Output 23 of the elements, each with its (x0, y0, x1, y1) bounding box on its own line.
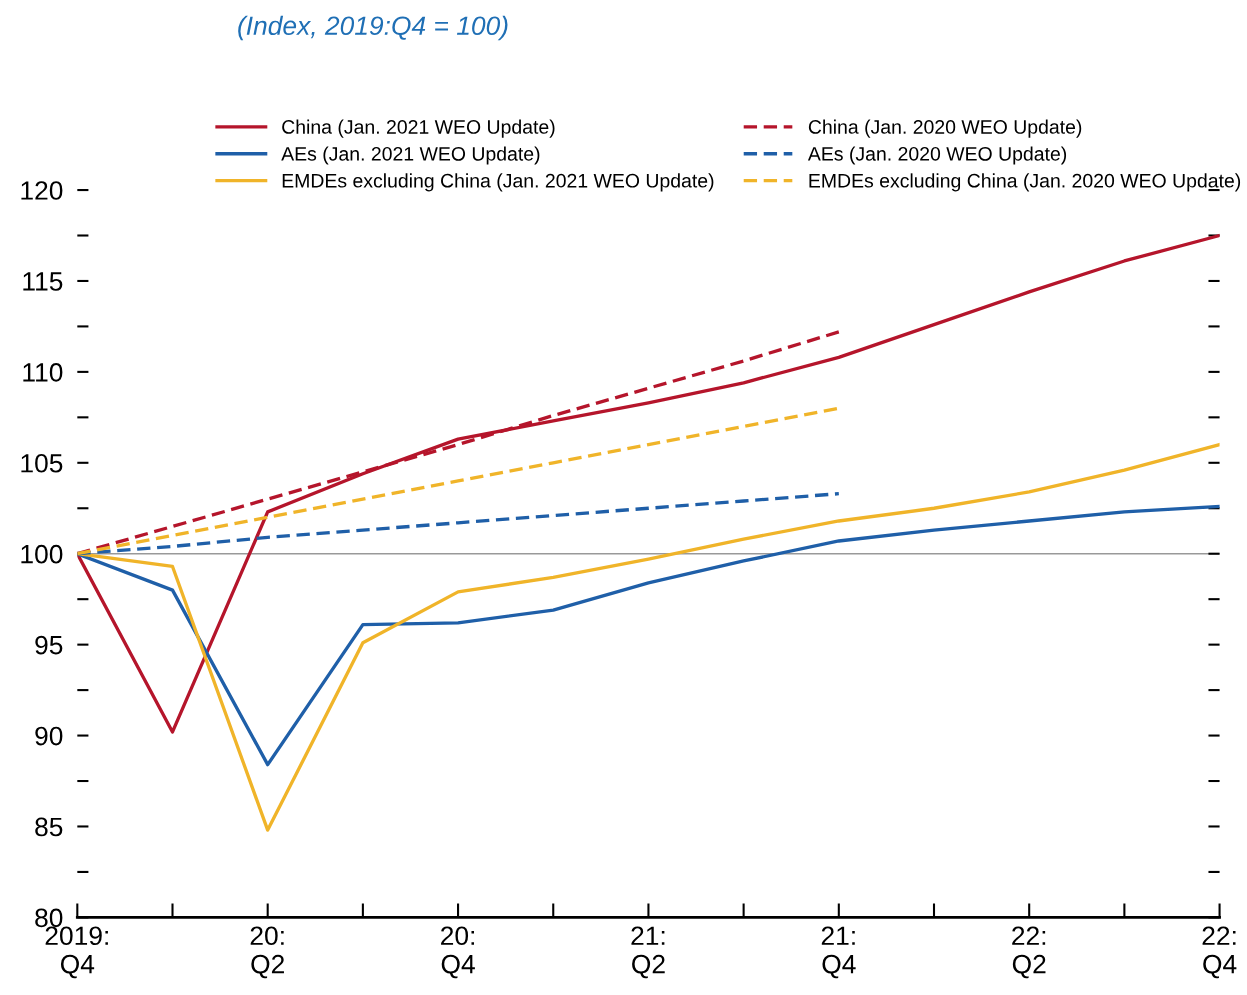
legend-label: China (Jan. 2021 WEO Update) (282, 119, 555, 138)
x-tick-label: 21: Q2 (631, 926, 665, 979)
x-tick-label: 2019: Q4 (45, 926, 108, 979)
legend-label: AEs (Jan. 2020 WEO Update) (807, 146, 1067, 165)
y-tick-label: 90 (35, 726, 63, 746)
y-tick-label: 95 (35, 635, 63, 655)
y-tick-label: 100 (21, 544, 63, 564)
y-tick-label: 115 (23, 272, 63, 291)
y-tick-label: 105 (21, 453, 63, 473)
y-tick-label: 120 (21, 181, 63, 200)
x-tick-label: 21: Q4 (821, 926, 856, 979)
x-tick-label: 22: Q2 (1012, 926, 1046, 979)
y-tick-label: 110 (23, 363, 63, 382)
legend-label: EMDEs excluding China (Jan. 2020 WEO Update) (809, 173, 1241, 192)
legend-label: China (Jan. 2020 WEO Update) (808, 119, 1082, 138)
legend-label: AEs (Jan. 2021 WEO Update) (281, 146, 540, 165)
x-tick-label: 20: Q4 (441, 926, 475, 979)
chart-subtitle: (Index, 2019:Q4 = 100) (238, 15, 508, 41)
legend-label: EMDEs excluding China (Jan. 2021 WEO Update) (282, 173, 714, 192)
x-tick-label: 22: Q4 (1202, 926, 1237, 979)
y-tick-label: 80 (35, 908, 63, 928)
x-tick-label: 20: Q2 (250, 926, 284, 979)
y-tick-label: 85 (35, 817, 63, 837)
